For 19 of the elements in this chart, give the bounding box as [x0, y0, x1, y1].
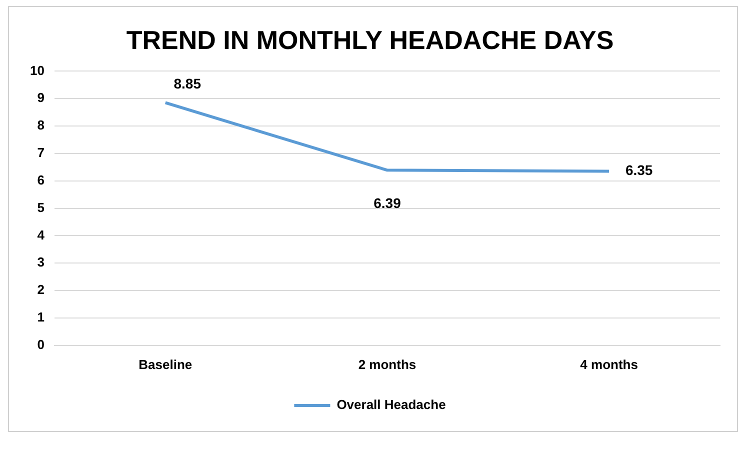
y-tick-label: 7 [37, 145, 44, 160]
y-tick-label: 6 [37, 172, 44, 188]
chart-title: TREND IN MONTHLY HEADACHE DAYS [126, 24, 614, 55]
x-tick-label: 4 months [580, 356, 638, 372]
legend-label: Overall Headache [336, 397, 446, 412]
x-tick-label: Baseline [138, 356, 192, 372]
data-label: 6.39 [374, 195, 402, 212]
y-tick-label: 4 [37, 227, 46, 242]
x-tick-label: 2 months [358, 356, 416, 372]
y-tick-label: 5 [37, 200, 44, 215]
data-label: 8.85 [174, 76, 202, 92]
y-tick-label: 8 [37, 118, 44, 133]
y-tick-label: 0 [37, 336, 44, 352]
data-label: 6.35 [625, 162, 653, 178]
y-tick-label: 9 [37, 90, 44, 106]
y-tick-label: 2 [37, 282, 44, 298]
y-tick-label: 3 [37, 254, 44, 270]
y-tick-label: 10 [30, 62, 44, 78]
y-tick-label: 1 [37, 310, 44, 325]
